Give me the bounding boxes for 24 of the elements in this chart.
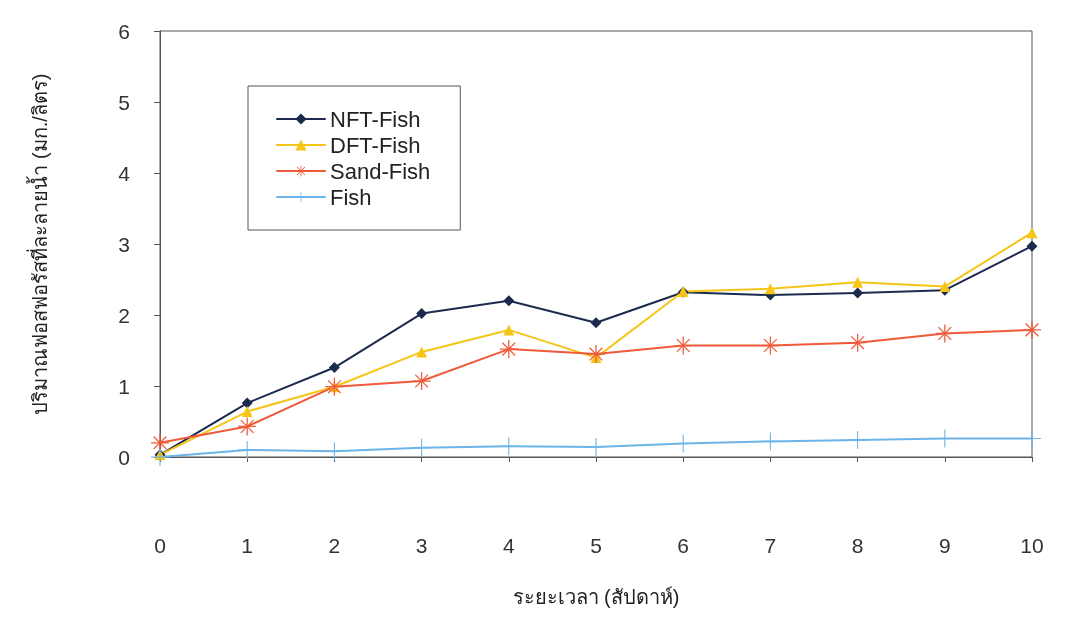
legend-label: Sand-Fish [330,158,431,184]
y-tick-label: 6 [118,19,130,43]
x-tick-label: 1 [241,534,254,557]
y-tick-label: 5 [118,90,130,114]
y-tick-label: 4 [118,161,131,185]
x-tick-label: 2 [328,534,341,557]
y-axis-title: ปริมาณฟอสฟอรัสที่ละลายน้ำ (มก./ลิตร) [26,73,51,415]
x-axis-title: ระยะเวลา (สัปดาห์) [512,586,680,608]
x-tick-label: 3 [415,534,428,557]
y-tick-label: 1 [118,374,130,398]
x-tick-label: 4 [502,534,515,557]
legend-label: DFT-Fish [330,132,421,158]
x-tick-label: 7 [764,534,777,557]
legend-label: Fish [330,184,372,210]
y-tick-label: 2 [118,303,130,327]
x-tick-label: 8 [851,534,864,557]
legend-label: NFT-Fish [330,106,421,132]
y-tick-label: 3 [118,232,130,256]
x-tick-label: 6 [677,534,690,557]
x-tick-label: 0 [154,534,166,557]
x-tick-label: 5 [590,534,602,557]
x-tick-label: 9 [938,534,951,557]
y-tick-label: 0 [118,445,130,469]
x-tick-label: 10 [1020,534,1044,557]
